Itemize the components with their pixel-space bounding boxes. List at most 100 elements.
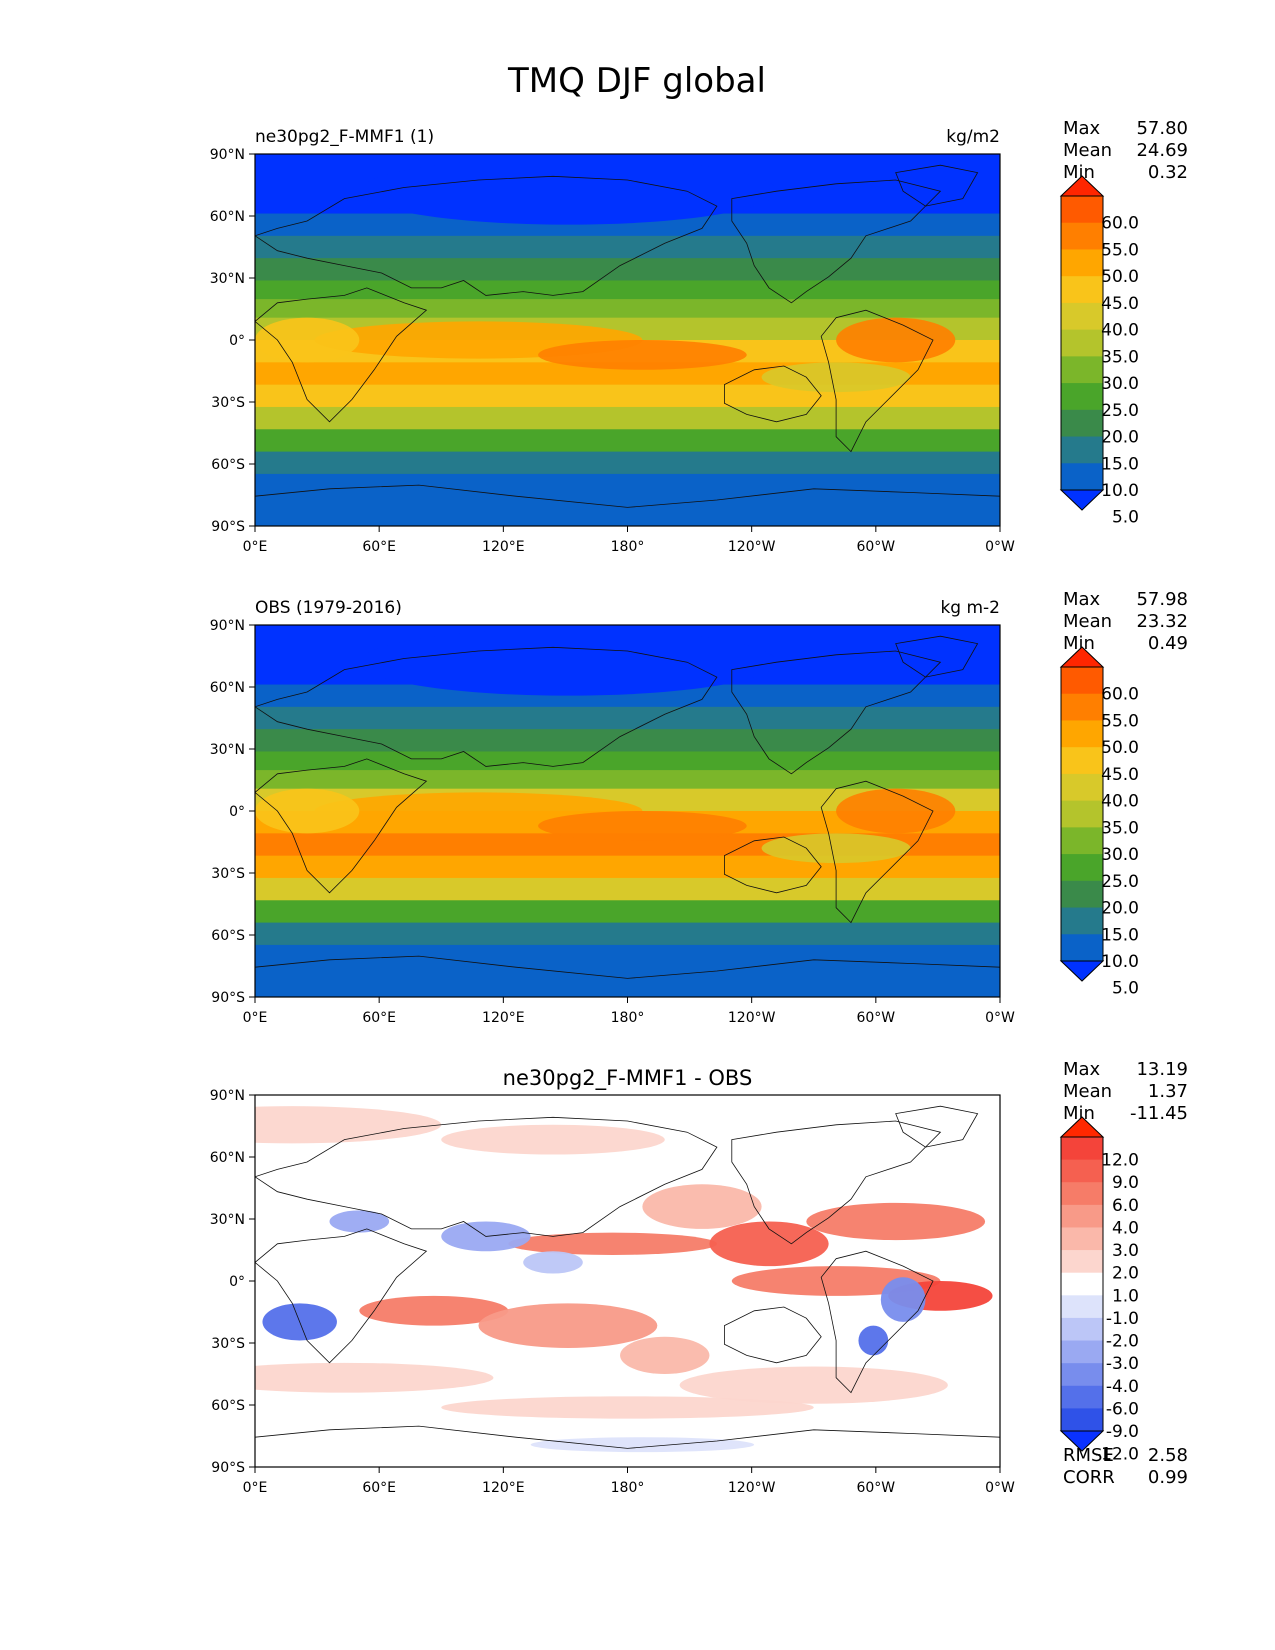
colorbar-label: 40.0 [1101,792,1139,812]
contour-band [255,280,1000,301]
panel-left-title: ne30pg2_F-MMF1 (1) [255,127,434,147]
lat-tick-label: 30°N [210,742,245,758]
contour-band [255,944,1000,997]
colorbar-box [1061,383,1103,411]
colorbar-label: 30.0 [1101,845,1139,865]
lat-tick-label: 60°N [210,209,245,225]
contour-blob [679,1366,948,1404]
contour-band [255,729,1000,753]
colorbar-box [1061,880,1103,909]
coastlines [255,164,1000,526]
colorbar-box [1061,409,1103,438]
colorbar-box [1061,356,1103,384]
stat-value: 57.98 [1136,589,1188,610]
coastline-africa [255,287,428,423]
panel-left-title: OBS (1979-2016) [255,598,402,618]
map-panel-test: ne30pg2_F-MMF1 (1) kg/m2 90°N 60°N 30°N 0° 30°… [210,118,1188,555]
lon-tick-label: 120°E [482,539,525,555]
colorbar-frame [1060,195,1104,491]
coastline-eurasia [255,646,718,767]
lat-tick-label: 0° [229,333,245,349]
lon-tick-label: 120°W [728,539,776,555]
contour-band [255,406,1000,431]
colorbar-box [1061,249,1103,277]
coastline-australia [724,1306,822,1364]
coastlines [255,1105,1000,1467]
colorbar-label: -6.0 [1106,1399,1139,1419]
stat-label: Min [1063,162,1095,183]
colorbar-label: 20.0 [1101,899,1139,919]
contour-band [255,751,1000,772]
colorbar-label: 3.0 [1112,1241,1139,1261]
colorbar-label: 25.0 [1101,401,1139,421]
lat-tick-label: 30°S [211,1336,245,1352]
lon-tick-label: 60°W [856,539,895,555]
field-contours [255,1095,1000,1467]
contour-blob [523,1251,583,1274]
lon-tick-label: 0°E [243,539,268,555]
lat-tick-label: 30°S [211,395,245,411]
contour-band [255,877,1000,902]
lon-tick-label: 120°W [728,1480,776,1496]
lat-tick-label: 90°S [211,990,245,1006]
contour-blob [806,1202,986,1241]
extra-stat-value: 0.99 [1148,1467,1188,1488]
stat-label: Mean [1063,1081,1112,1102]
stat-label: Min [1063,633,1095,654]
contour-blob [620,1336,710,1374]
colorbar-box [1061,196,1103,224]
lat-tick-label: 60°S [211,928,245,944]
panel-center-title: ne30pg2_F-MMF1 - OBS [503,1066,753,1091]
contour-blob [538,340,747,370]
lon-tick-label: 120°W [728,1010,776,1026]
coastline-southamerica [820,780,934,924]
colorbar-box [1061,1340,1103,1364]
colorbar-box [1061,302,1103,331]
stat-label: Max [1063,118,1101,139]
coastline-antarctica [255,484,1000,526]
contour-blob [255,1106,442,1144]
colorbar-label: 40.0 [1101,321,1139,341]
contour-band [255,684,1000,708]
colorbar-box [1061,907,1103,935]
colorbar-label: 45.0 [1101,294,1139,314]
contour-band [255,235,1000,260]
colorbar-box [1061,854,1103,882]
colorbar-label: 10.0 [1101,952,1139,972]
contour-band [255,855,1000,879]
contour-blob [508,1232,717,1255]
colorbar-box [1061,1363,1103,1387]
contour-band [255,706,1000,731]
colorbar-label: 12.0 [1101,1151,1139,1171]
contour-blob [255,317,360,363]
colorbar-box [1061,329,1103,357]
field-contours [255,154,1000,526]
stat-value: 1.37 [1148,1081,1188,1102]
coastline-greenland [895,635,979,678]
coastline-antarctica [255,1425,1000,1467]
contour-blob [880,1277,926,1322]
stat-value: 24.69 [1136,140,1188,161]
lat-tick-label: 60°S [211,457,245,473]
colorbar-label: -12.0 [1095,1445,1139,1465]
colorbar-label: 60.0 [1101,214,1139,234]
field-contours [255,625,1000,997]
colorbar-box [1061,667,1103,695]
colorbar-label: 30.0 [1101,374,1139,394]
colorbar-box [1061,693,1103,721]
colorbar-label: 25.0 [1101,872,1139,892]
colorbar: 12.09.0 6.04.0 3.0 2.01.0 -1.0 -2.0-3.0 -4.0-6… [1059,1116,1139,1465]
coastline-southamerica [820,1250,934,1394]
colorbar-label: 55.0 [1101,711,1139,731]
colorbar-box [1061,1227,1103,1251]
lon-tick-label: 180° [611,1480,645,1496]
colorbar-label: 50.0 [1101,267,1139,287]
lon-tick-label: 0°E [243,1010,268,1026]
colorbar-label: -2.0 [1106,1332,1139,1352]
colorbar-label: 35.0 [1101,347,1139,367]
lat-tick-label: 30°N [210,271,245,287]
panel-units: kg/m2 [946,127,1000,147]
colorbar-label: 5.0 [1112,979,1139,999]
coastline-northamerica [731,650,942,775]
contour-blob [642,1184,762,1229]
